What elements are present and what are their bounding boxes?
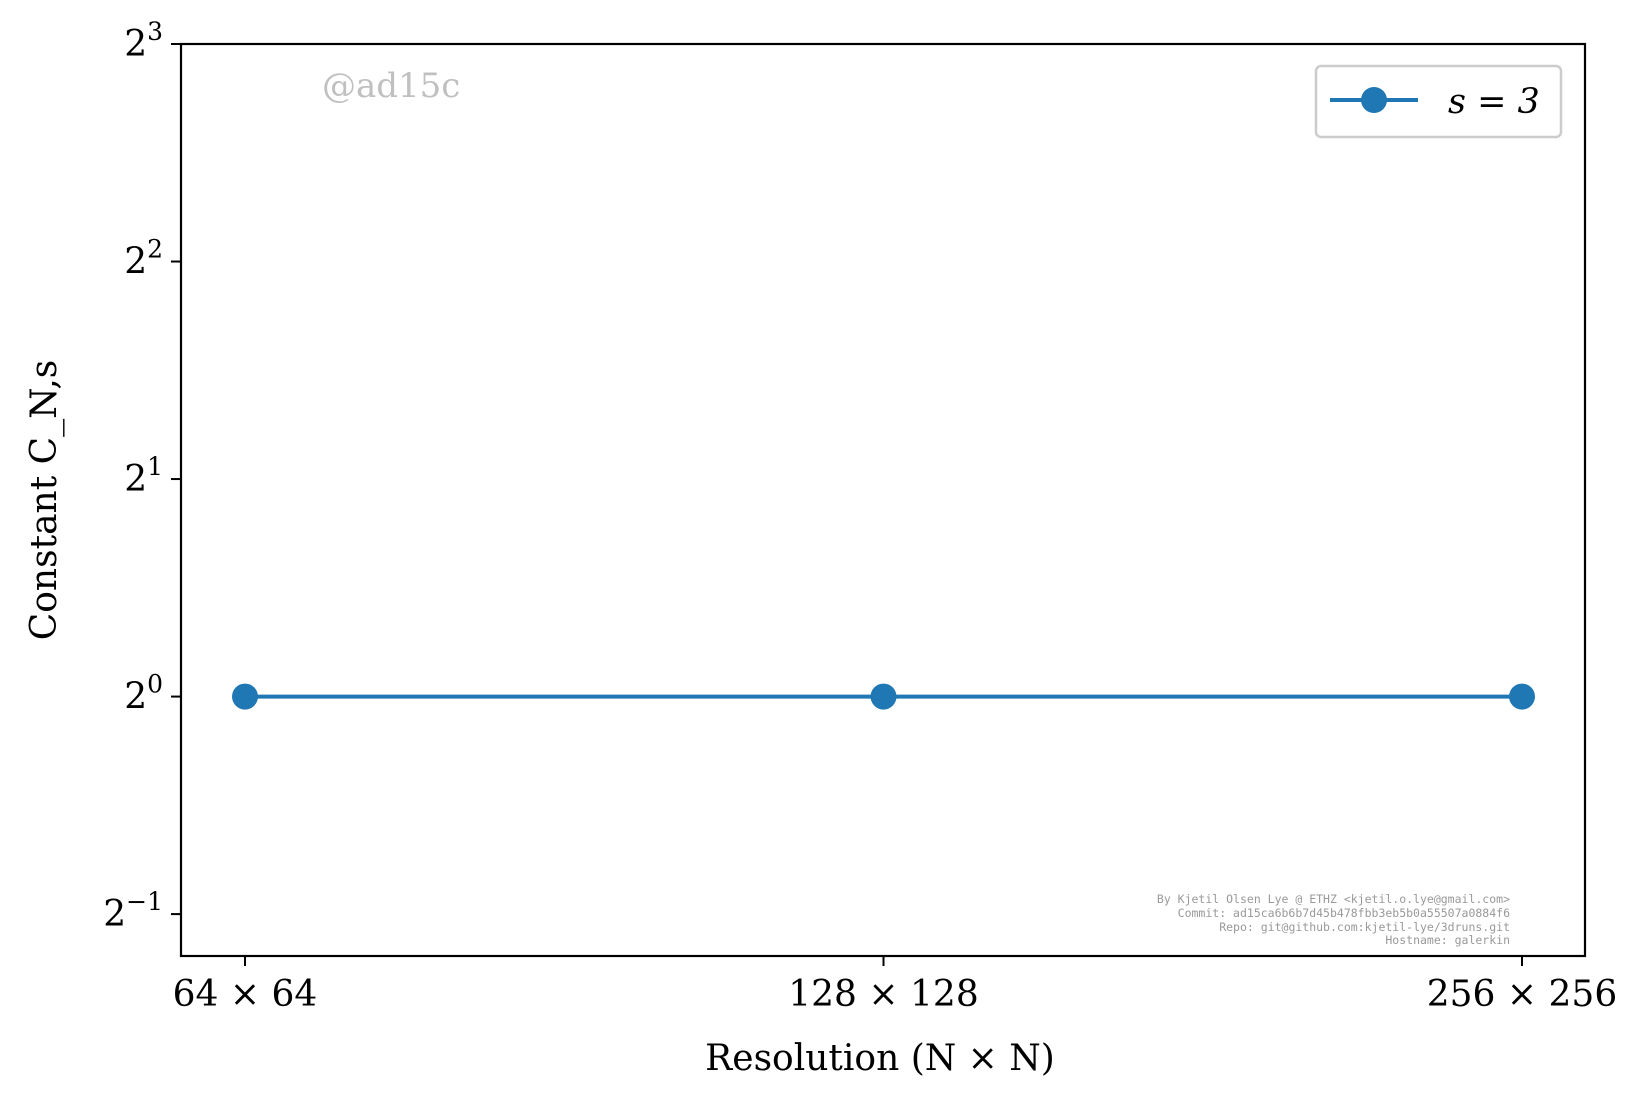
x-tick-label: 256 × 256 (1427, 974, 1617, 1015)
legend-marker (1361, 87, 1387, 113)
watermark: @ad15c (322, 66, 460, 106)
y-tick-label: 20 (124, 670, 163, 718)
legend: s = 3 (1314, 64, 1563, 139)
data-point (870, 683, 897, 710)
legend-box (1314, 64, 1563, 139)
y-axis-label: Constant C_N,s (24, 360, 65, 641)
data-point (232, 683, 258, 710)
x-tick-label: 64 × 64 (173, 974, 318, 1015)
legend-label: s = 3 (1448, 82, 1540, 122)
credit-line-3: Repo: git@github.com:kjetil-lye/3druns.g… (1219, 920, 1510, 934)
data-point (1509, 683, 1535, 710)
credit-line-2: Commit: ad15ca6b6b7d45b478fbb3eb5b0a5550… (1178, 906, 1510, 920)
x-axis-label: Resolution (N × N) (705, 1038, 1055, 1079)
y-tick-label: 22 (124, 235, 163, 283)
y-tick-label: 23 (124, 17, 163, 65)
x-tick-label: 128 × 128 (788, 974, 978, 1015)
x-axis: 64 × 64 128 × 128 256 × 256 (173, 956, 1617, 1015)
credits: By Kjetil Olsen Lye @ ETHZ <kjetil.o.lye… (1157, 892, 1510, 947)
credit-line-1: By Kjetil Olsen Lye @ ETHZ <kjetil.o.lye… (1157, 892, 1510, 906)
y-tick-label: 2−1 (103, 887, 163, 935)
series-layer (232, 683, 1535, 710)
y-tick-label: 21 (124, 452, 163, 500)
y-axis: 2−1 20 21 22 23 (103, 17, 181, 935)
plot-area (179, 42, 1587, 958)
credit-line-4: Hostname: galerkin (1385, 933, 1510, 947)
